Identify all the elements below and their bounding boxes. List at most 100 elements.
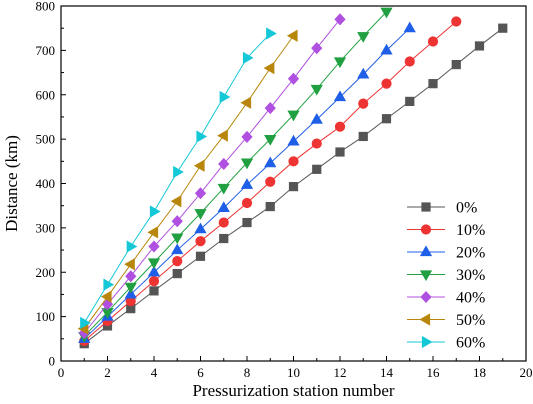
data-point [286, 29, 298, 42]
data-point [333, 57, 347, 69]
data-point [265, 201, 275, 212]
data-point [474, 41, 485, 51]
data-point [80, 316, 91, 329]
legend-label: 40% [456, 290, 485, 307]
data-point [310, 112, 323, 124]
legend-marker [419, 313, 431, 326]
legend-label: 0% [456, 200, 477, 217]
x-tick-label: 10 [287, 365, 300, 380]
legend-item: 20% [407, 245, 485, 262]
x-tick-label: 8 [244, 365, 251, 380]
y-tick-label: 800 [36, 0, 56, 14]
data-point [124, 282, 137, 294]
data-point [195, 251, 206, 261]
legend-marker [419, 270, 433, 282]
x-tick-label: 2 [104, 365, 111, 380]
data-point [241, 197, 253, 209]
data-point [147, 258, 161, 270]
data-point [171, 215, 183, 228]
data-point [217, 201, 230, 213]
data-point [334, 13, 346, 26]
legend-label: 60% [456, 335, 485, 352]
y-tick-label: 500 [36, 132, 56, 147]
series-layer [77, 7, 508, 349]
data-point [241, 130, 253, 143]
data-point [357, 67, 370, 79]
x-tick-label: 18 [473, 365, 486, 380]
legend-marker [420, 290, 432, 304]
data-point [404, 56, 415, 67]
data-point [218, 157, 230, 171]
legend-item: 40% [407, 290, 485, 307]
data-point [125, 270, 137, 283]
data-point [264, 156, 277, 168]
data-point [333, 90, 347, 102]
y-tick-label: 0 [49, 354, 56, 369]
legend-marker [421, 202, 431, 212]
x-tick-label: 14 [380, 365, 394, 380]
data-point [358, 131, 368, 142]
x-tick-label: 0 [58, 365, 65, 380]
data-point [451, 59, 461, 70]
data-point [124, 258, 135, 271]
data-point [194, 209, 207, 220]
data-point [173, 165, 184, 179]
data-point [380, 7, 393, 19]
data-point [194, 222, 207, 234]
legend-item: 50% [407, 312, 485, 329]
data-point [263, 62, 275, 75]
data-point [311, 42, 323, 55]
data-point [310, 84, 323, 96]
series-40% [78, 13, 346, 340]
data-point [171, 233, 184, 245]
data-point [358, 98, 369, 109]
legend-label: 10% [456, 222, 485, 239]
y-tick-label: 700 [36, 43, 56, 58]
series-0% [79, 23, 508, 349]
data-point [217, 183, 230, 195]
data-point [194, 187, 207, 200]
y-tick-label: 100 [36, 309, 56, 324]
data-point [334, 121, 346, 132]
series-20% [78, 21, 416, 343]
x-tick-label: 16 [427, 365, 441, 380]
data-point [149, 205, 161, 218]
legend-label: 50% [456, 312, 485, 329]
legend-label: 30% [456, 267, 485, 284]
data-point [126, 240, 138, 253]
x-tick-label: 20 [520, 365, 533, 380]
data-point [149, 286, 159, 296]
series-line [83, 35, 294, 329]
series-line [83, 18, 341, 334]
data-point [193, 159, 205, 172]
y-tick-label: 400 [36, 176, 56, 191]
series-50% [77, 29, 298, 335]
y-tick-label: 200 [36, 265, 56, 280]
legend-item: 60% [407, 335, 485, 352]
legend-label: 20% [456, 245, 485, 262]
data-point [240, 178, 254, 189]
data-point [148, 240, 160, 253]
series-60% [80, 27, 277, 329]
data-point [427, 36, 439, 47]
data-point [265, 176, 276, 187]
data-point [171, 243, 184, 255]
legend-item: 10% [407, 222, 485, 239]
data-point [240, 96, 252, 109]
data-point [451, 16, 462, 27]
x-tick-label: 12 [334, 365, 347, 380]
x-axis-title: Pressurization station number [192, 381, 394, 400]
data-point [288, 182, 299, 192]
y-axis-title: Distance (km) [2, 135, 21, 232]
data-point [148, 276, 160, 287]
data-point [172, 256, 183, 267]
data-point [405, 96, 415, 107]
data-point [219, 233, 229, 244]
data-point [196, 130, 208, 143]
series-line [83, 33, 271, 324]
data-point [217, 129, 228, 142]
axes-layer: 0 2 4 6 8 10 12 14 16 18 2001002003004005006007008… [36, 0, 533, 380]
legend-marker [420, 224, 432, 235]
data-point [100, 290, 112, 303]
